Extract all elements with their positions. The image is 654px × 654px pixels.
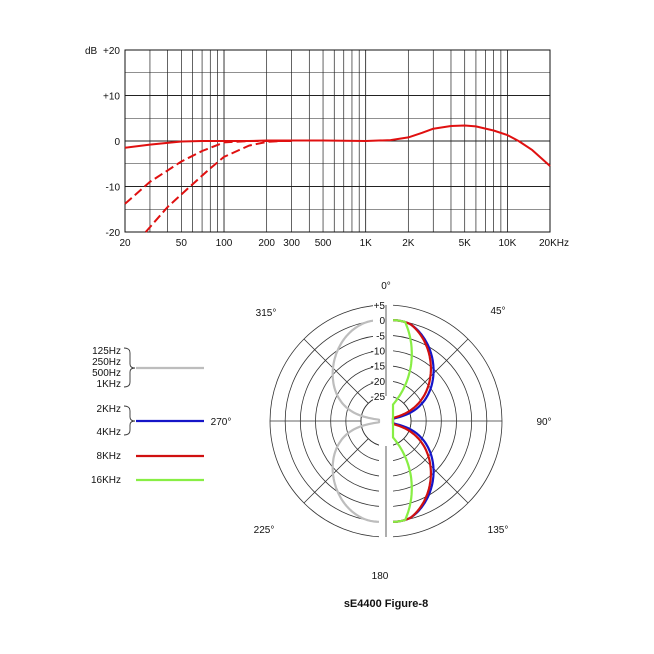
y-tick-label: -10	[106, 183, 121, 194]
polar-spoke	[403, 438, 469, 504]
polar-curve-2-front	[391, 319, 435, 422]
x-tick-label: 100	[216, 238, 233, 249]
x-tick-label: 10K	[498, 238, 516, 249]
ring-label: -20	[371, 377, 386, 388]
x-tick-label: 20KHz	[539, 238, 569, 249]
angle-label: 315°	[256, 308, 277, 319]
polar-curves	[331, 319, 435, 523]
response-curve-2	[124, 140, 292, 205]
ring-label-bg	[373, 299, 385, 311]
legend-entry-2: 2KHz 4KHz	[97, 404, 204, 438]
y-tick-label: +20	[103, 46, 120, 57]
polar-spoke	[303, 438, 369, 504]
ring-label: -15	[371, 362, 386, 373]
frequency-response-chart: 20 50 100 200 300 500 1K 2K 5K 10K 20KHz +20 +10 0 -10…	[85, 46, 569, 249]
ring-label: -5	[376, 331, 385, 342]
x-tick-label: 20	[119, 238, 131, 249]
legend-label: 125Hz	[92, 346, 121, 357]
legend-label: 1KHz	[97, 379, 121, 390]
polar-curve-4-rear	[391, 420, 413, 523]
x-tick-label: 5K	[459, 238, 472, 249]
ring-label-bg	[373, 329, 385, 342]
ring-label-bg	[373, 374, 385, 387]
polar-spoke	[403, 338, 469, 404]
legend-brace	[123, 405, 136, 436]
angle-label: 90°	[536, 417, 551, 428]
y-tick-label: 0	[114, 137, 120, 148]
polar-curve-3-rear	[391, 420, 432, 523]
polar-curve-1-front	[331, 319, 381, 422]
angle-label: 270°	[211, 417, 232, 428]
legend-entry-4: 16KHz	[91, 475, 204, 486]
plot-frame	[124, 49, 551, 233]
chart-title: sE4400 Figure-8	[344, 598, 428, 610]
x-tick-label: 200	[258, 238, 275, 249]
x-tick-label: 300	[283, 238, 300, 249]
frequency-curves	[124, 124, 551, 233]
angle-label: 0°	[381, 281, 391, 292]
x-tick-label: 1K	[360, 238, 373, 249]
legend-label: 500Hz	[92, 368, 121, 379]
ring-label: 0	[379, 316, 385, 327]
polar-curve-2-rear	[391, 420, 435, 523]
ring-label-bg	[373, 314, 385, 327]
frequency-axis-labels: 20 50 100 200 300 500 1K 2K 5K 10K 20KHz +20 +10 0 -10…	[103, 46, 569, 249]
polar-labels: +5 0 -5 -10 -15 -20 -25 0° 45° 90° 135° 180 225° 270°…	[211, 281, 552, 582]
polar-curve-4-front	[391, 319, 413, 422]
legend-entry-3: 8KHz	[97, 451, 204, 462]
legend-label: 250Hz	[92, 357, 121, 368]
response-curve-1	[124, 124, 551, 167]
x-tick-label: 2K	[402, 238, 415, 249]
x-tick-label: 500	[315, 238, 332, 249]
polar-pattern-chart: +5 0 -5 -10 -15 -20 -25 0° 45° 90° 135° 180 225° 270°…	[91, 281, 552, 610]
ring-label: -25	[371, 392, 386, 403]
ring-label-bg	[373, 344, 385, 357]
angle-label: 45°	[490, 306, 505, 317]
angle-label: 225°	[254, 525, 275, 536]
polar-curve-3-front	[391, 319, 432, 422]
legend-label: 4KHz	[97, 427, 121, 438]
ring-label: -10	[371, 347, 386, 358]
polar-curve-1-rear	[331, 420, 381, 523]
legend-label: 8KHz	[97, 451, 121, 462]
y-tick-label: -20	[106, 228, 121, 239]
polar-spoke	[303, 338, 369, 404]
angle-label: 180	[372, 571, 389, 582]
legend-label: 2KHz	[97, 404, 121, 415]
polar-grid	[269, 302, 503, 540]
y-axis-label: dB	[85, 46, 98, 57]
ring-label-bg	[373, 390, 385, 402]
legend-label: 16KHz	[91, 475, 121, 486]
response-curve-3	[144, 140, 292, 233]
ring-label: +5	[374, 301, 386, 312]
x-tick-label: 50	[176, 238, 188, 249]
y-tick-label: +10	[103, 92, 120, 103]
legend-brace	[123, 347, 136, 388]
angle-label: 135°	[488, 525, 509, 536]
ring-label-bg	[373, 359, 385, 372]
